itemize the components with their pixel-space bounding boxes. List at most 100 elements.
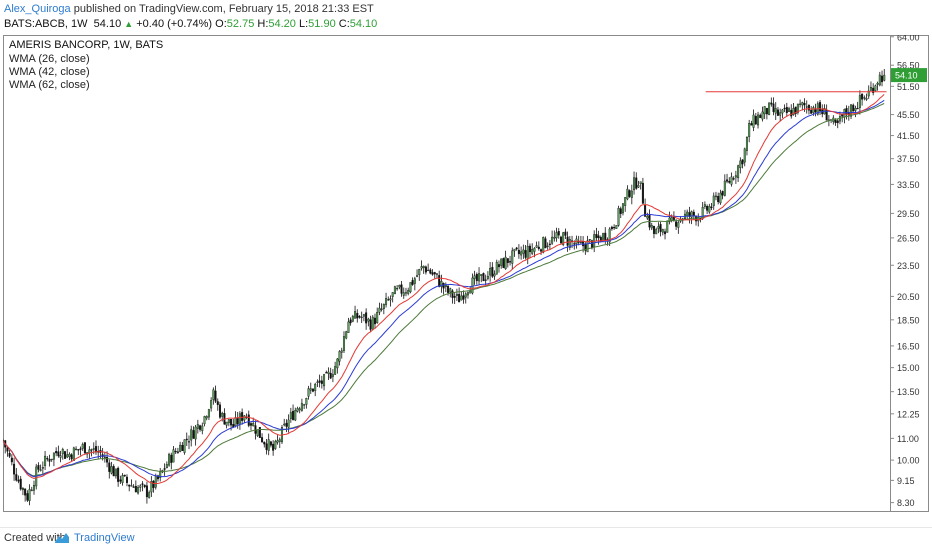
candle-body: [714, 195, 717, 198]
candle-body: [517, 249, 520, 255]
candle-body: [604, 232, 607, 242]
candle-body: [106, 457, 109, 463]
candle-body: [218, 404, 221, 418]
candle-body: [469, 290, 472, 294]
candle-body: [617, 208, 620, 226]
candle-body: [307, 388, 310, 397]
candle-body: [119, 479, 122, 482]
candle-body: [805, 106, 808, 108]
candle-body: [369, 319, 372, 330]
low-label: L:: [298, 18, 309, 30]
candle-body: [621, 203, 624, 214]
author-link[interactable]: Alex_Quiroga: [4, 3, 71, 15]
candle-body: [763, 106, 766, 115]
candle-body: [710, 206, 713, 209]
candle-body: [365, 312, 368, 324]
candle-body: [553, 236, 556, 239]
candle-body: [258, 427, 261, 438]
candle-body: [637, 185, 640, 188]
y-tick-label: 10.00: [897, 456, 920, 466]
y-tick-label: 56.50: [897, 61, 920, 71]
candle-body: [400, 284, 403, 294]
chart-panel[interactable]: 64.00 56.50 51.50 45.50 41.50 37.50 33.50 29.50…: [1, 32, 929, 524]
candle-body: [675, 221, 678, 227]
candle-body: [850, 104, 853, 117]
candle-body: [610, 226, 613, 230]
candle-body: [57, 451, 60, 457]
tradingview-brand-link[interactable]: TradingView: [74, 532, 135, 544]
close-value: 54.10: [349, 18, 378, 30]
y-tick-label: 13.50: [897, 387, 920, 397]
candle-body: [221, 412, 224, 417]
candle-body: [495, 261, 498, 275]
candle-body: [841, 114, 844, 117]
candle-body: [75, 448, 78, 450]
candle-body: [723, 180, 726, 196]
candle-body: [466, 292, 469, 296]
symbol-label: BATS:ABCB, 1W: [4, 18, 88, 30]
candle-body: [608, 228, 611, 243]
candle-body: [371, 316, 374, 330]
y-tick-label: 20.50: [897, 292, 920, 302]
candle-body: [812, 107, 815, 113]
candle-body: [110, 466, 113, 474]
candle-body: [61, 449, 64, 455]
candle-body: [573, 243, 576, 245]
candle-body: [774, 108, 777, 114]
candle-body: [325, 372, 328, 374]
candle-body: [380, 308, 383, 310]
quote-line: BATS:ABCB, 1W 54.10 ▲ +0.40 (+0.74%) O:5…: [4, 18, 377, 30]
tradingview-logo-icon: [55, 533, 69, 543]
candle-body: [396, 288, 399, 290]
candle-body: [528, 245, 531, 253]
candle-body: [81, 444, 84, 449]
candle-body: [272, 443, 275, 451]
candle-body: [393, 286, 396, 295]
candle-body: [473, 275, 476, 279]
candle-body: [139, 485, 142, 488]
candle-body: [478, 273, 481, 282]
candle-body: [502, 258, 505, 268]
candle-body: [646, 215, 649, 219]
candle-body: [294, 410, 297, 421]
candle-body: [117, 467, 120, 482]
candle-body: [276, 440, 279, 443]
candle-body: [121, 475, 124, 483]
candle-body: [852, 104, 855, 112]
candle-body: [475, 273, 478, 281]
candle-body: [734, 175, 737, 178]
candle-body: [68, 453, 71, 457]
candle-body: [819, 102, 822, 112]
candle-body: [540, 249, 543, 252]
candle-body: [303, 404, 306, 406]
candle-body: [402, 292, 405, 296]
candle-body: [865, 98, 868, 100]
candle-body: [77, 449, 80, 451]
candle-body: [52, 452, 55, 460]
candle-body: [323, 374, 326, 387]
y-tick-label: 12.25: [897, 409, 920, 419]
candle-body: [743, 148, 746, 163]
candle-body: [861, 93, 864, 100]
y-tick-label: 18.50: [897, 315, 920, 325]
candle-body: [66, 454, 69, 458]
candle-body: [462, 295, 465, 300]
candle-body: [416, 275, 419, 277]
candle-body: [500, 258, 503, 266]
y-tick-label: 45.50: [897, 110, 920, 120]
candle-body: [438, 275, 441, 287]
candle-body: [345, 331, 348, 339]
candle-body: [460, 295, 463, 301]
y-tick-label: 29.50: [897, 209, 920, 219]
candle-body: [836, 120, 839, 124]
candle-body: [433, 272, 436, 275]
candle-body: [168, 454, 171, 466]
candle-body: [639, 181, 642, 184]
candle-body: [338, 351, 341, 362]
price-chart[interactable]: 64.00 56.50 51.50 45.50 41.50 37.50 33.50 29.50…: [1, 32, 929, 524]
candle-body: [670, 217, 673, 221]
candle-body: [367, 318, 370, 322]
candle-body: [256, 429, 259, 436]
candle-body: [788, 108, 791, 112]
candle-body: [19, 478, 22, 490]
